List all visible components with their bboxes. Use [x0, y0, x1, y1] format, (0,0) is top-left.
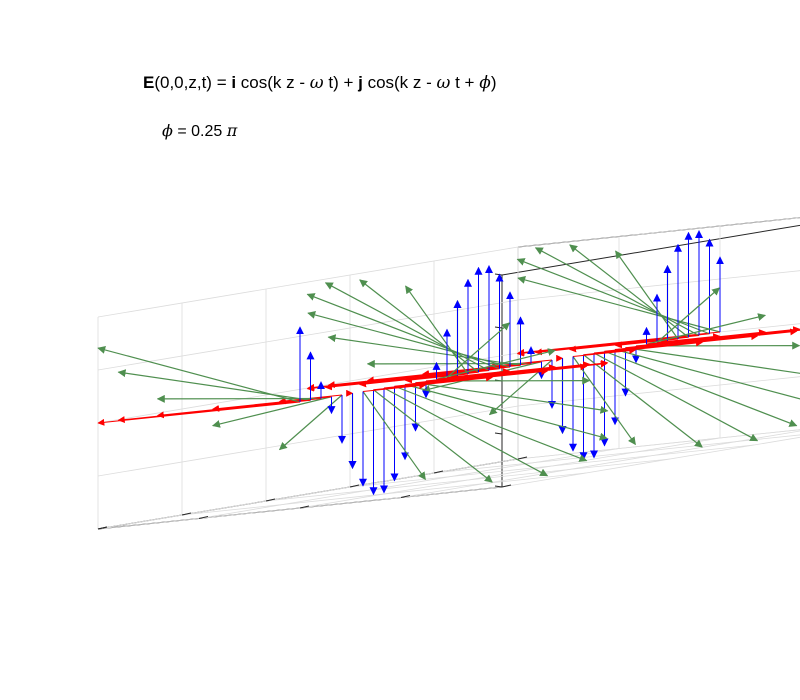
total-field-arrow: [324, 282, 490, 372]
x-tick: [198, 516, 209, 519]
grid-lines: [97, 217, 800, 530]
z-tick: [517, 456, 528, 460]
x-component-arrow: [646, 329, 766, 345]
total-field-arrow: [614, 348, 800, 400]
x-component-arrow: [635, 326, 800, 347]
total-field-arrow: [405, 285, 469, 375]
total-field-arrow: [306, 293, 500, 370]
grid-line: [501, 436, 800, 488]
x-component-arrow: [362, 382, 427, 392]
x-tick: [299, 505, 310, 509]
x-component-arrow: [446, 368, 511, 378]
total-field-arrow: [583, 354, 703, 448]
x-component-arrow: [373, 374, 493, 391]
total-field-arrow: [383, 387, 549, 477]
x-tick: [501, 484, 512, 488]
y-tick: [494, 485, 503, 488]
x-component-arrow: [625, 329, 800, 349]
total-field-arrow: [615, 250, 679, 340]
total-field-arrow: [534, 247, 700, 337]
total-field-arrow: [656, 287, 721, 343]
grid-line: [517, 376, 800, 407]
z-tick: [97, 526, 108, 530]
grid-line: [198, 448, 620, 519]
x-component-arrow: [593, 333, 759, 354]
total-field-arrow: [97, 346, 301, 403]
axes-box: [97, 217, 800, 530]
total-field-arrow: [404, 383, 608, 441]
total-field-arrow: [572, 356, 636, 446]
total-field-arrow: [436, 348, 557, 380]
x-component-arrow: [156, 398, 322, 419]
total-field-arrow: [646, 313, 767, 345]
z-tick: [433, 470, 444, 474]
z-tick: [265, 498, 276, 502]
x-component-arrow: [383, 368, 549, 389]
x-component-arrow: [656, 333, 721, 343]
phase-annotation: ϕ = 0.25 π: [162, 121, 238, 140]
grid-line: [433, 434, 800, 474]
x-component-arrow: [614, 329, 800, 350]
total-field-arrow: [362, 391, 426, 481]
x-component-arrow: [425, 361, 591, 382]
total-field-arrow: [593, 352, 759, 442]
grid-line: [400, 430, 800, 498]
y-tick: [494, 273, 503, 276]
x-component-arrow: [583, 339, 703, 356]
z-tick: [349, 484, 360, 488]
axis-line: [517, 217, 800, 248]
total-field-arrow: [446, 322, 511, 378]
x-component-arrow: [97, 401, 301, 426]
y-tick: [494, 326, 503, 329]
total-field-arrow: [211, 396, 332, 428]
grid-line: [299, 437, 721, 509]
total-field-arrow: [359, 279, 479, 373]
grid-line: [97, 246, 519, 318]
x-tick: [400, 495, 411, 498]
grid-line: [517, 217, 800, 248]
total-field-arrow: [604, 350, 798, 427]
total-field-arrow: [625, 347, 800, 374]
y-tick: [494, 432, 503, 435]
total-field-arrow: [394, 385, 588, 462]
grid-line: [97, 458, 519, 530]
vector-field: [97, 230, 800, 496]
x-component-arrow: [415, 359, 609, 384]
total-field-arrow: [327, 334, 521, 366]
total-field-arrow: [117, 369, 311, 401]
grid-line: [517, 270, 800, 301]
x-component-arrow: [436, 364, 556, 380]
total-field-arrow: [307, 311, 511, 368]
x-component-arrow: [572, 347, 637, 357]
grid-line: [97, 299, 519, 371]
total-field-arrow: [373, 389, 493, 483]
grid-line: [97, 405, 519, 477]
x-component-arrow: [404, 360, 608, 385]
z-tick: [181, 512, 192, 516]
total-field-arrow: [517, 276, 721, 333]
total-field-arrow: [516, 258, 710, 335]
axis-line: [501, 224, 800, 276]
x-component-arrow: [366, 363, 532, 384]
total-field-arrow: [569, 244, 689, 338]
total-field-arrow: [415, 382, 609, 414]
x-component-arrow: [117, 399, 311, 424]
chart-title: E(0,0,z,t) = i cos(k z - ω t) + j cos(k …: [143, 73, 496, 93]
